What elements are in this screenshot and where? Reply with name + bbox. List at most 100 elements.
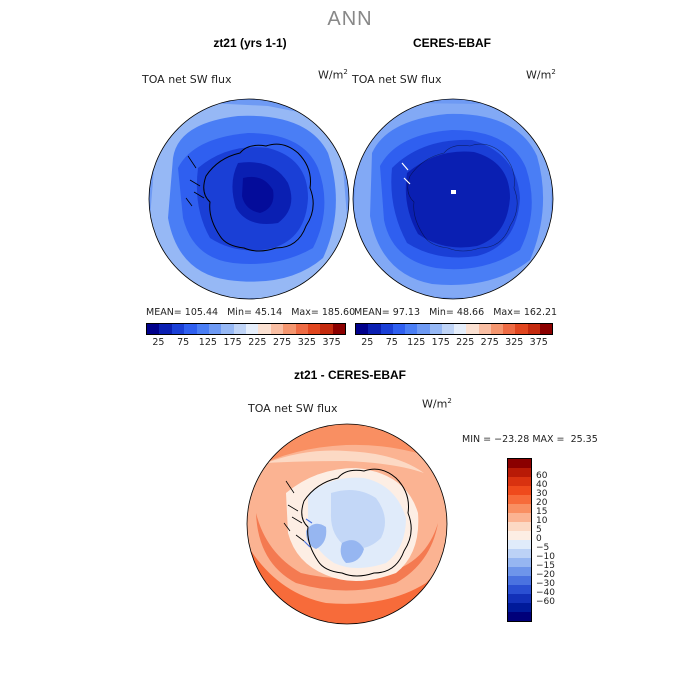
colorbar-swatch	[454, 324, 467, 334]
colorbar-swatch	[508, 594, 531, 603]
panel-2-colorbar	[355, 323, 553, 335]
diff-variable: TOA net SW flux	[248, 402, 338, 415]
colorbar-swatch	[503, 324, 516, 334]
colorbar-tick-label: 0	[536, 534, 542, 544]
colorbar-tick-label: 125	[198, 337, 217, 348]
colorbar-swatch	[233, 324, 246, 334]
colorbar-tick-label: −30	[536, 579, 555, 589]
colorbar-tick-label: 25	[152, 337, 165, 348]
panel-2-units: W/m2	[526, 68, 556, 82]
colorbar-swatch	[508, 603, 531, 612]
colorbar-tick-label: 275	[480, 337, 499, 348]
colorbar-swatch	[356, 324, 369, 334]
colorbar-tick-label: −60	[536, 597, 555, 607]
colorbar-swatch	[508, 576, 531, 585]
colorbar-swatch	[368, 324, 381, 334]
colorbar-tick-label: 40	[536, 480, 548, 490]
colorbar-tick-label: 15	[536, 507, 548, 517]
diff-colorbar	[507, 458, 532, 622]
colorbar-tick-label: 125	[407, 337, 426, 348]
colorbar-swatch	[246, 324, 259, 334]
panel-2-variable: TOA net SW flux	[352, 73, 442, 86]
colorbar-swatch	[208, 324, 222, 334]
colorbar-swatch	[527, 324, 540, 334]
colorbar-tick-label: 375	[529, 337, 548, 348]
diff-map	[246, 423, 448, 625]
colorbar-swatch	[221, 324, 234, 334]
diff-title: zt21 - CERES-EBAF	[293, 368, 406, 382]
colorbar-swatch	[270, 324, 284, 334]
colorbar-swatch	[295, 324, 308, 334]
colorbar-tick-label: 75	[385, 337, 398, 348]
colorbar-tick-label: 25	[361, 337, 374, 348]
figure-title: ANN	[327, 8, 373, 30]
colorbar-tick-label: 225	[248, 337, 267, 348]
diff-stats: MIN = −23.28 MAX = 25.35	[462, 434, 598, 445]
colorbar-swatch	[159, 324, 172, 334]
colorbar-tick-label: 30	[536, 489, 548, 499]
colorbar-swatch	[508, 558, 531, 567]
colorbar-tick-label: 60	[536, 471, 548, 481]
colorbar-swatch	[508, 549, 531, 558]
colorbar-tick-label: 175	[431, 337, 450, 348]
colorbar-swatch	[283, 324, 296, 334]
colorbar-tick-label: 20	[536, 498, 548, 508]
colorbar-swatch	[478, 324, 491, 334]
colorbar-swatch	[332, 324, 345, 334]
colorbar-swatch	[508, 513, 531, 522]
colorbar-tick-label: 75	[177, 337, 190, 348]
colorbar-swatch	[147, 324, 160, 334]
panel-1-map	[148, 98, 350, 300]
colorbar-swatch	[508, 531, 531, 540]
panel-1-coastline	[203, 143, 314, 252]
colorbar-tick-label: −40	[536, 588, 555, 598]
panel-1-colorbar	[146, 323, 346, 335]
colorbar-swatch	[508, 477, 531, 486]
colorbar-swatch	[508, 468, 531, 477]
colorbar-swatch	[508, 540, 531, 549]
colorbar-tick-label: −5	[536, 543, 550, 553]
colorbar-tick-label: 175	[223, 337, 242, 348]
colorbar-swatch	[320, 324, 333, 334]
colorbar-swatch	[508, 486, 531, 495]
colorbar-swatch	[258, 324, 271, 334]
colorbar-swatch	[466, 324, 479, 334]
colorbar-swatch	[508, 522, 531, 531]
colorbar-swatch	[441, 324, 454, 334]
colorbar-swatch	[490, 324, 503, 334]
colorbar-tick-label: −10	[536, 552, 555, 562]
colorbar-swatch	[508, 567, 531, 576]
panel-1-title: zt21 (yrs 1-1)	[213, 36, 287, 50]
colorbar-swatch	[405, 324, 418, 334]
colorbar-swatch	[508, 585, 531, 594]
panel-1-stats: MEAN= 105.44 Min= 45.14 Max= 185.60	[146, 307, 356, 318]
colorbar-swatch	[392, 324, 405, 334]
colorbar-swatch	[539, 324, 552, 334]
panel-2-stats: MEAN= 97.13 Min= 48.66 Max= 162.21	[354, 307, 558, 318]
colorbar-swatch	[508, 459, 531, 468]
colorbar-swatch	[515, 324, 528, 334]
panel-2-coastline	[407, 143, 518, 252]
colorbar-swatch	[429, 324, 442, 334]
colorbar-swatch	[508, 504, 531, 513]
colorbar-swatch	[196, 324, 209, 334]
panel-2-map	[352, 98, 554, 300]
colorbar-tick-label: 375	[322, 337, 341, 348]
colorbar-swatch	[171, 324, 185, 334]
colorbar-swatch	[184, 324, 197, 334]
colorbar-tick-label: 325	[297, 337, 316, 348]
colorbar-tick-label: 10	[536, 516, 548, 526]
colorbar-tick-label: 325	[505, 337, 524, 348]
colorbar-tick-label: 225	[456, 337, 475, 348]
colorbar-tick-label: 5	[536, 525, 542, 535]
panel-1-units: W/m2	[318, 68, 348, 82]
colorbar-tick-label: 275	[273, 337, 292, 348]
panel-2-title: CERES-EBAF	[412, 36, 491, 50]
colorbar-tick-label: −20	[536, 570, 555, 580]
colorbar-tick-label: −15	[536, 561, 555, 571]
diff-units: W/m2	[422, 397, 452, 411]
diff-coastline	[301, 468, 412, 577]
colorbar-swatch	[307, 324, 321, 334]
colorbar-swatch	[508, 612, 531, 621]
colorbar-swatch	[380, 324, 393, 334]
